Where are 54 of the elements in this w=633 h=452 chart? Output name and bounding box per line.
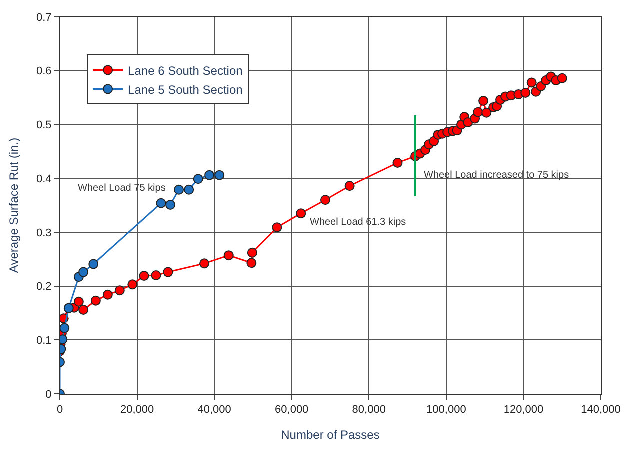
point xyxy=(520,88,531,98)
point xyxy=(139,271,150,282)
x-tick-label: 100,000 xyxy=(426,404,466,416)
x-tick-label: 60,000 xyxy=(275,404,309,416)
point xyxy=(78,267,89,278)
x-tick-label: 40,000 xyxy=(198,404,232,416)
point xyxy=(272,222,282,233)
y-tick-label: 0.5 xyxy=(36,120,52,132)
x-tick-label: 140,000 xyxy=(581,404,621,416)
point xyxy=(557,73,568,84)
point xyxy=(200,258,210,269)
y-tick-label: 0.1 xyxy=(36,334,52,347)
point xyxy=(166,200,176,210)
x-tick-label: 0 xyxy=(56,404,64,416)
point xyxy=(204,170,215,180)
point xyxy=(246,258,257,268)
legend-label: Lane 5 South Section xyxy=(128,82,243,97)
y-tick-label: 0 xyxy=(46,388,52,401)
point xyxy=(88,259,99,270)
point xyxy=(163,267,174,278)
y-tick-label: 0.7 xyxy=(36,12,52,24)
point xyxy=(174,184,184,195)
x-tick-label: 80,000 xyxy=(352,404,386,416)
point xyxy=(478,96,489,106)
point xyxy=(214,170,225,180)
point xyxy=(128,280,138,290)
point xyxy=(296,208,306,219)
point xyxy=(247,248,258,258)
y-tick-label: 0.3 xyxy=(36,227,52,240)
point xyxy=(224,250,234,261)
point xyxy=(78,304,89,315)
x-axis-title: Number of Passes xyxy=(281,428,380,442)
x-tick-label: 20,000 xyxy=(120,404,154,416)
point xyxy=(193,174,204,184)
point xyxy=(74,296,84,307)
point xyxy=(473,107,484,118)
point xyxy=(114,286,125,296)
point xyxy=(90,296,101,306)
point xyxy=(151,270,162,281)
point xyxy=(526,78,537,88)
point xyxy=(392,158,403,168)
x-tick-label: 120,000 xyxy=(504,404,544,416)
point xyxy=(60,323,70,334)
legend-label: Lane 6 South Section xyxy=(128,64,243,78)
y-axis-title: Average Surface Rut (in.) xyxy=(6,138,21,274)
y-tick-label: 0.4 xyxy=(36,173,52,186)
point xyxy=(102,290,113,300)
point xyxy=(156,198,166,208)
point xyxy=(184,184,194,195)
point xyxy=(344,181,355,192)
y-tick-label: 0.6 xyxy=(36,66,52,78)
y-tick-label: 0.2 xyxy=(36,281,52,294)
point xyxy=(320,195,330,206)
point xyxy=(482,108,492,118)
